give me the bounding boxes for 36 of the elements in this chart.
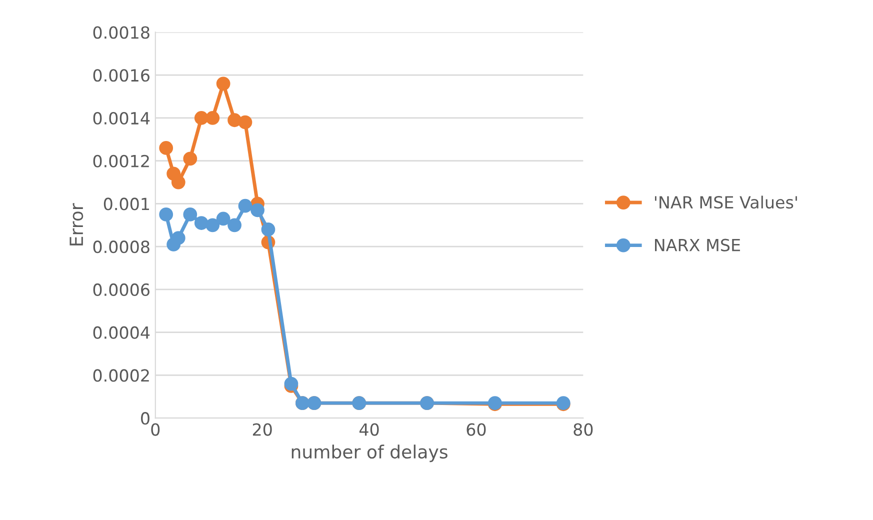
point xyxy=(159,207,174,222)
point xyxy=(228,218,242,232)
x-tick-label: 60 xyxy=(466,423,486,436)
y-tick-label: 0.0004 xyxy=(93,326,150,339)
point xyxy=(171,231,186,245)
point xyxy=(238,115,252,130)
y-tick-label: 0.0016 xyxy=(93,69,150,82)
y-tick-label: 0.0018 xyxy=(93,26,150,39)
point xyxy=(171,175,186,190)
point xyxy=(183,207,198,222)
point xyxy=(159,141,174,155)
legend-label: 'NAR MSE Values' xyxy=(654,196,797,209)
y-tick-label: 0.001 xyxy=(104,198,149,210)
x-tick-label: 40 xyxy=(359,423,379,436)
point xyxy=(194,111,208,125)
y-axis-title: Error xyxy=(70,203,84,246)
point xyxy=(250,203,264,218)
point xyxy=(183,152,198,166)
y-tick-label: 0.0014 xyxy=(93,112,150,125)
point xyxy=(261,222,276,236)
x-tick-label: 0 xyxy=(151,423,160,436)
y-tick-label: 0.0006 xyxy=(93,283,150,296)
x-tick-label: 80 xyxy=(574,423,593,436)
legend-label: NARX MSE xyxy=(655,238,740,252)
x-tick-label: 20 xyxy=(252,423,272,436)
y-tick-label: 0.0002 xyxy=(93,369,149,382)
point xyxy=(206,111,220,125)
point xyxy=(216,212,230,226)
point xyxy=(216,76,230,91)
point xyxy=(194,216,208,230)
x-axis-title: number of delays xyxy=(292,444,448,462)
y-tick-label: 0 xyxy=(141,412,150,425)
y-tick-label: 0.0008 xyxy=(93,240,150,254)
point xyxy=(238,198,252,213)
y-tick-label: 0.0012 xyxy=(93,154,149,168)
point xyxy=(206,218,220,232)
